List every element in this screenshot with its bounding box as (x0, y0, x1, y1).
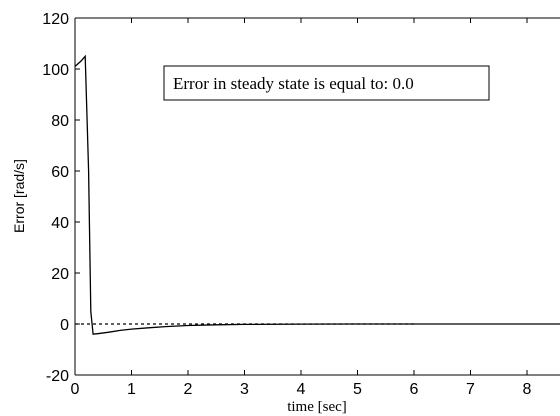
x-tick-label: 7 (466, 381, 475, 398)
x-ticks: 0 1 2 3 4 5 6 7 8 (71, 18, 532, 398)
series-layer (74, 54, 560, 335)
y-tick-label: 0 (60, 317, 69, 334)
y-tick-label: 80 (51, 113, 69, 130)
x-tick-label: 4 (297, 381, 306, 398)
x-axis-label: time [sec] (287, 399, 347, 415)
x-tick-label: 6 (410, 381, 419, 398)
x-tick-label: 3 (240, 381, 249, 398)
annotation-box: Error in steady state is equal to: 0.0 (163, 65, 490, 101)
y-tick-label: -20 (46, 368, 69, 385)
y-tick-label: 120 (42, 11, 69, 28)
x-tick-label: 2 (184, 381, 193, 398)
y-tick-label: 100 (42, 62, 69, 79)
x-tick-label: 5 (353, 381, 362, 398)
x-tick-label: 0 (71, 381, 80, 398)
y-ticks: -20 0 20 40 60 80 100 120 (42, 11, 80, 385)
y-tick-label: 20 (51, 266, 69, 283)
y-axis-label: Error [rad/s] (11, 159, 27, 233)
x-tick-label: 8 (523, 381, 532, 398)
y-tick-label: 40 (51, 215, 69, 232)
x-tick-label: 1 (127, 381, 136, 398)
annotation-text: Error in steady state is equal to: 0.0 (173, 74, 414, 93)
y-tick-label: 60 (51, 164, 69, 181)
